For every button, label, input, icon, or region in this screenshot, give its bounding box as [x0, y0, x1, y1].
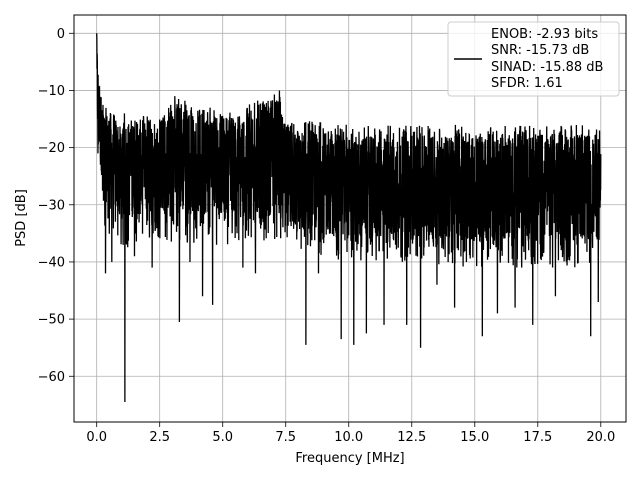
y-tick-label: −30	[38, 198, 65, 213]
x-tick-label: 7.5	[275, 430, 296, 445]
y-tick-label: −50	[38, 313, 65, 328]
legend-box	[447, 21, 620, 97]
psd-series	[96, 33, 602, 402]
legend-sfdr: SFDR: 1.61	[491, 76, 563, 91]
y-tick-label: −60	[38, 370, 65, 385]
x-tick-label: 20.0	[586, 430, 615, 445]
y-axis: 0 −10 −20 −30 −40 −50 −60	[38, 27, 74, 385]
legend-snr: SNR: -15.73 dB	[491, 43, 589, 58]
x-tick-label: 10.0	[334, 430, 363, 445]
x-tick-label: 0.0	[86, 430, 107, 445]
y-axis-label: PSD [dB]	[14, 189, 29, 247]
y-tick-label: 0	[57, 27, 65, 42]
legend-sinad: SINAD: -15.88 dB	[491, 60, 603, 75]
x-tick-label: 2.5	[149, 430, 170, 445]
y-tick-label: −40	[38, 255, 65, 270]
legend-enob: ENOB: -2.93 bits	[491, 27, 598, 42]
x-tick-label: 17.5	[523, 430, 552, 445]
psd-line	[96, 33, 602, 402]
plot-frame	[73, 14, 627, 423]
x-axis-label: Frequency [MHz]	[295, 451, 404, 466]
x-tick-label: 12.5	[397, 430, 426, 445]
x-axis: 0.0 2.5 5.0 7.5 10.0 12.5 15.0 17.5 20.0	[86, 422, 615, 445]
x-tick-label: 5.0	[212, 430, 233, 445]
y-tick-label: −10	[38, 84, 65, 99]
x-tick-label: 15.0	[460, 430, 489, 445]
legend: ENOB: -2.93 bits SNR: -15.73 dB SINAD: -…	[447, 21, 620, 97]
y-tick-label: −20	[38, 141, 65, 156]
